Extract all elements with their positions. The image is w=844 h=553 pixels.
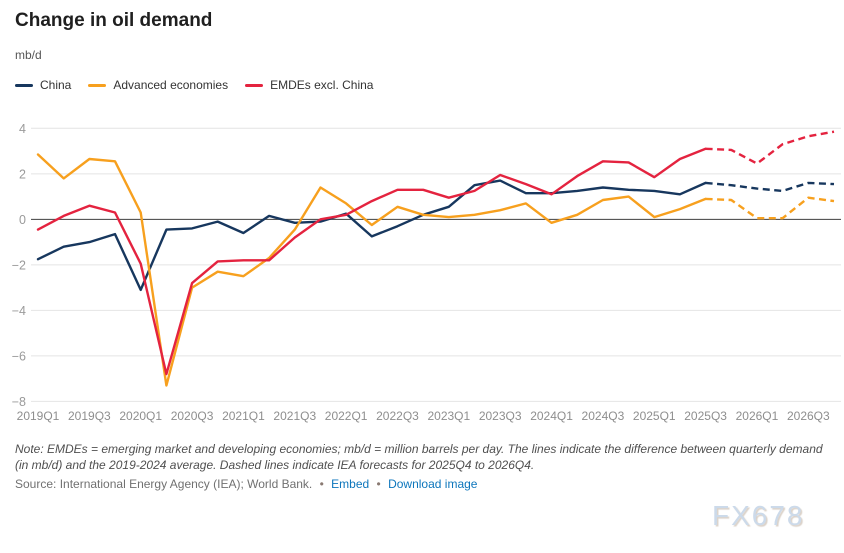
legend-item-emdes-excl-china: EMDEs excl. China xyxy=(245,78,373,92)
series-china xyxy=(36,179,835,292)
embed-link[interactable]: Embed xyxy=(331,477,370,491)
chart-note: Note: EMDEs = emerging market and develo… xyxy=(15,442,823,472)
svg-text:2025Q3: 2025Q3 xyxy=(684,409,727,423)
svg-text:2026Q1: 2026Q1 xyxy=(736,409,779,423)
svg-text:2: 2 xyxy=(19,167,26,181)
svg-text:2020Q3: 2020Q3 xyxy=(171,409,214,423)
svg-text:2022Q3: 2022Q3 xyxy=(376,409,419,423)
svg-text:2020Q1: 2020Q1 xyxy=(119,409,162,423)
advanced-economies-line-swatch xyxy=(88,83,107,87)
svg-text:2021Q3: 2021Q3 xyxy=(273,409,316,423)
source-text: Source: International Energy Agency (IEA… xyxy=(15,477,313,491)
svg-text:−4: −4 xyxy=(12,304,26,318)
series-advanced-economies xyxy=(36,153,835,387)
svg-text:−8: −8 xyxy=(12,395,26,409)
chart-legend: China Advanced economies EMDEs excl. Chi… xyxy=(15,78,373,92)
legend-item-china: China xyxy=(15,78,71,92)
series-emdes-excl-china xyxy=(36,130,835,376)
china-line-swatch xyxy=(15,83,33,87)
bullet-separator: • xyxy=(319,477,324,491)
page-title: Change in oil demand xyxy=(15,10,213,31)
legend-label: EMDEs excl. China xyxy=(270,78,374,92)
svg-text:2023Q3: 2023Q3 xyxy=(479,409,522,423)
emdes-line-swatch xyxy=(245,83,264,87)
legend-item-advanced-economies: Advanced economies xyxy=(88,78,228,92)
x-axis-labels: 2019Q1 2019Q3 2020Q1 2020Q3 2021Q1 2021Q3 2022… xyxy=(17,409,830,423)
svg-text:−6: −6 xyxy=(12,349,26,363)
svg-text:2024Q3: 2024Q3 xyxy=(582,409,625,423)
y-axis-unit-label: mb/d xyxy=(15,48,42,62)
svg-text:2019Q3: 2019Q3 xyxy=(68,409,111,423)
svg-text:−2: −2 xyxy=(12,258,26,272)
svg-text:2019Q1: 2019Q1 xyxy=(17,409,60,423)
y-axis-labels: 4 2 0 −2 −4 −6 −8 xyxy=(12,122,26,409)
source-row: Source: International Energy Agency (IEA… xyxy=(15,477,477,491)
fx678-watermark: FX678 xyxy=(712,500,805,531)
svg-text:2024Q1: 2024Q1 xyxy=(530,409,573,423)
download-image-link[interactable]: Download image xyxy=(388,477,478,491)
svg-text:4: 4 xyxy=(19,122,26,136)
svg-text:2023Q1: 2023Q1 xyxy=(427,409,470,423)
svg-text:0: 0 xyxy=(19,213,26,227)
svg-text:2022Q1: 2022Q1 xyxy=(325,409,368,423)
legend-label: Advanced economies xyxy=(113,78,229,92)
svg-text:2026Q3: 2026Q3 xyxy=(787,409,830,423)
svg-text:2025Q1: 2025Q1 xyxy=(633,409,676,423)
gridlines xyxy=(31,127,841,402)
legend-label: China xyxy=(40,78,72,92)
svg-text:2021Q1: 2021Q1 xyxy=(222,409,265,423)
bullet-separator: • xyxy=(376,477,381,491)
